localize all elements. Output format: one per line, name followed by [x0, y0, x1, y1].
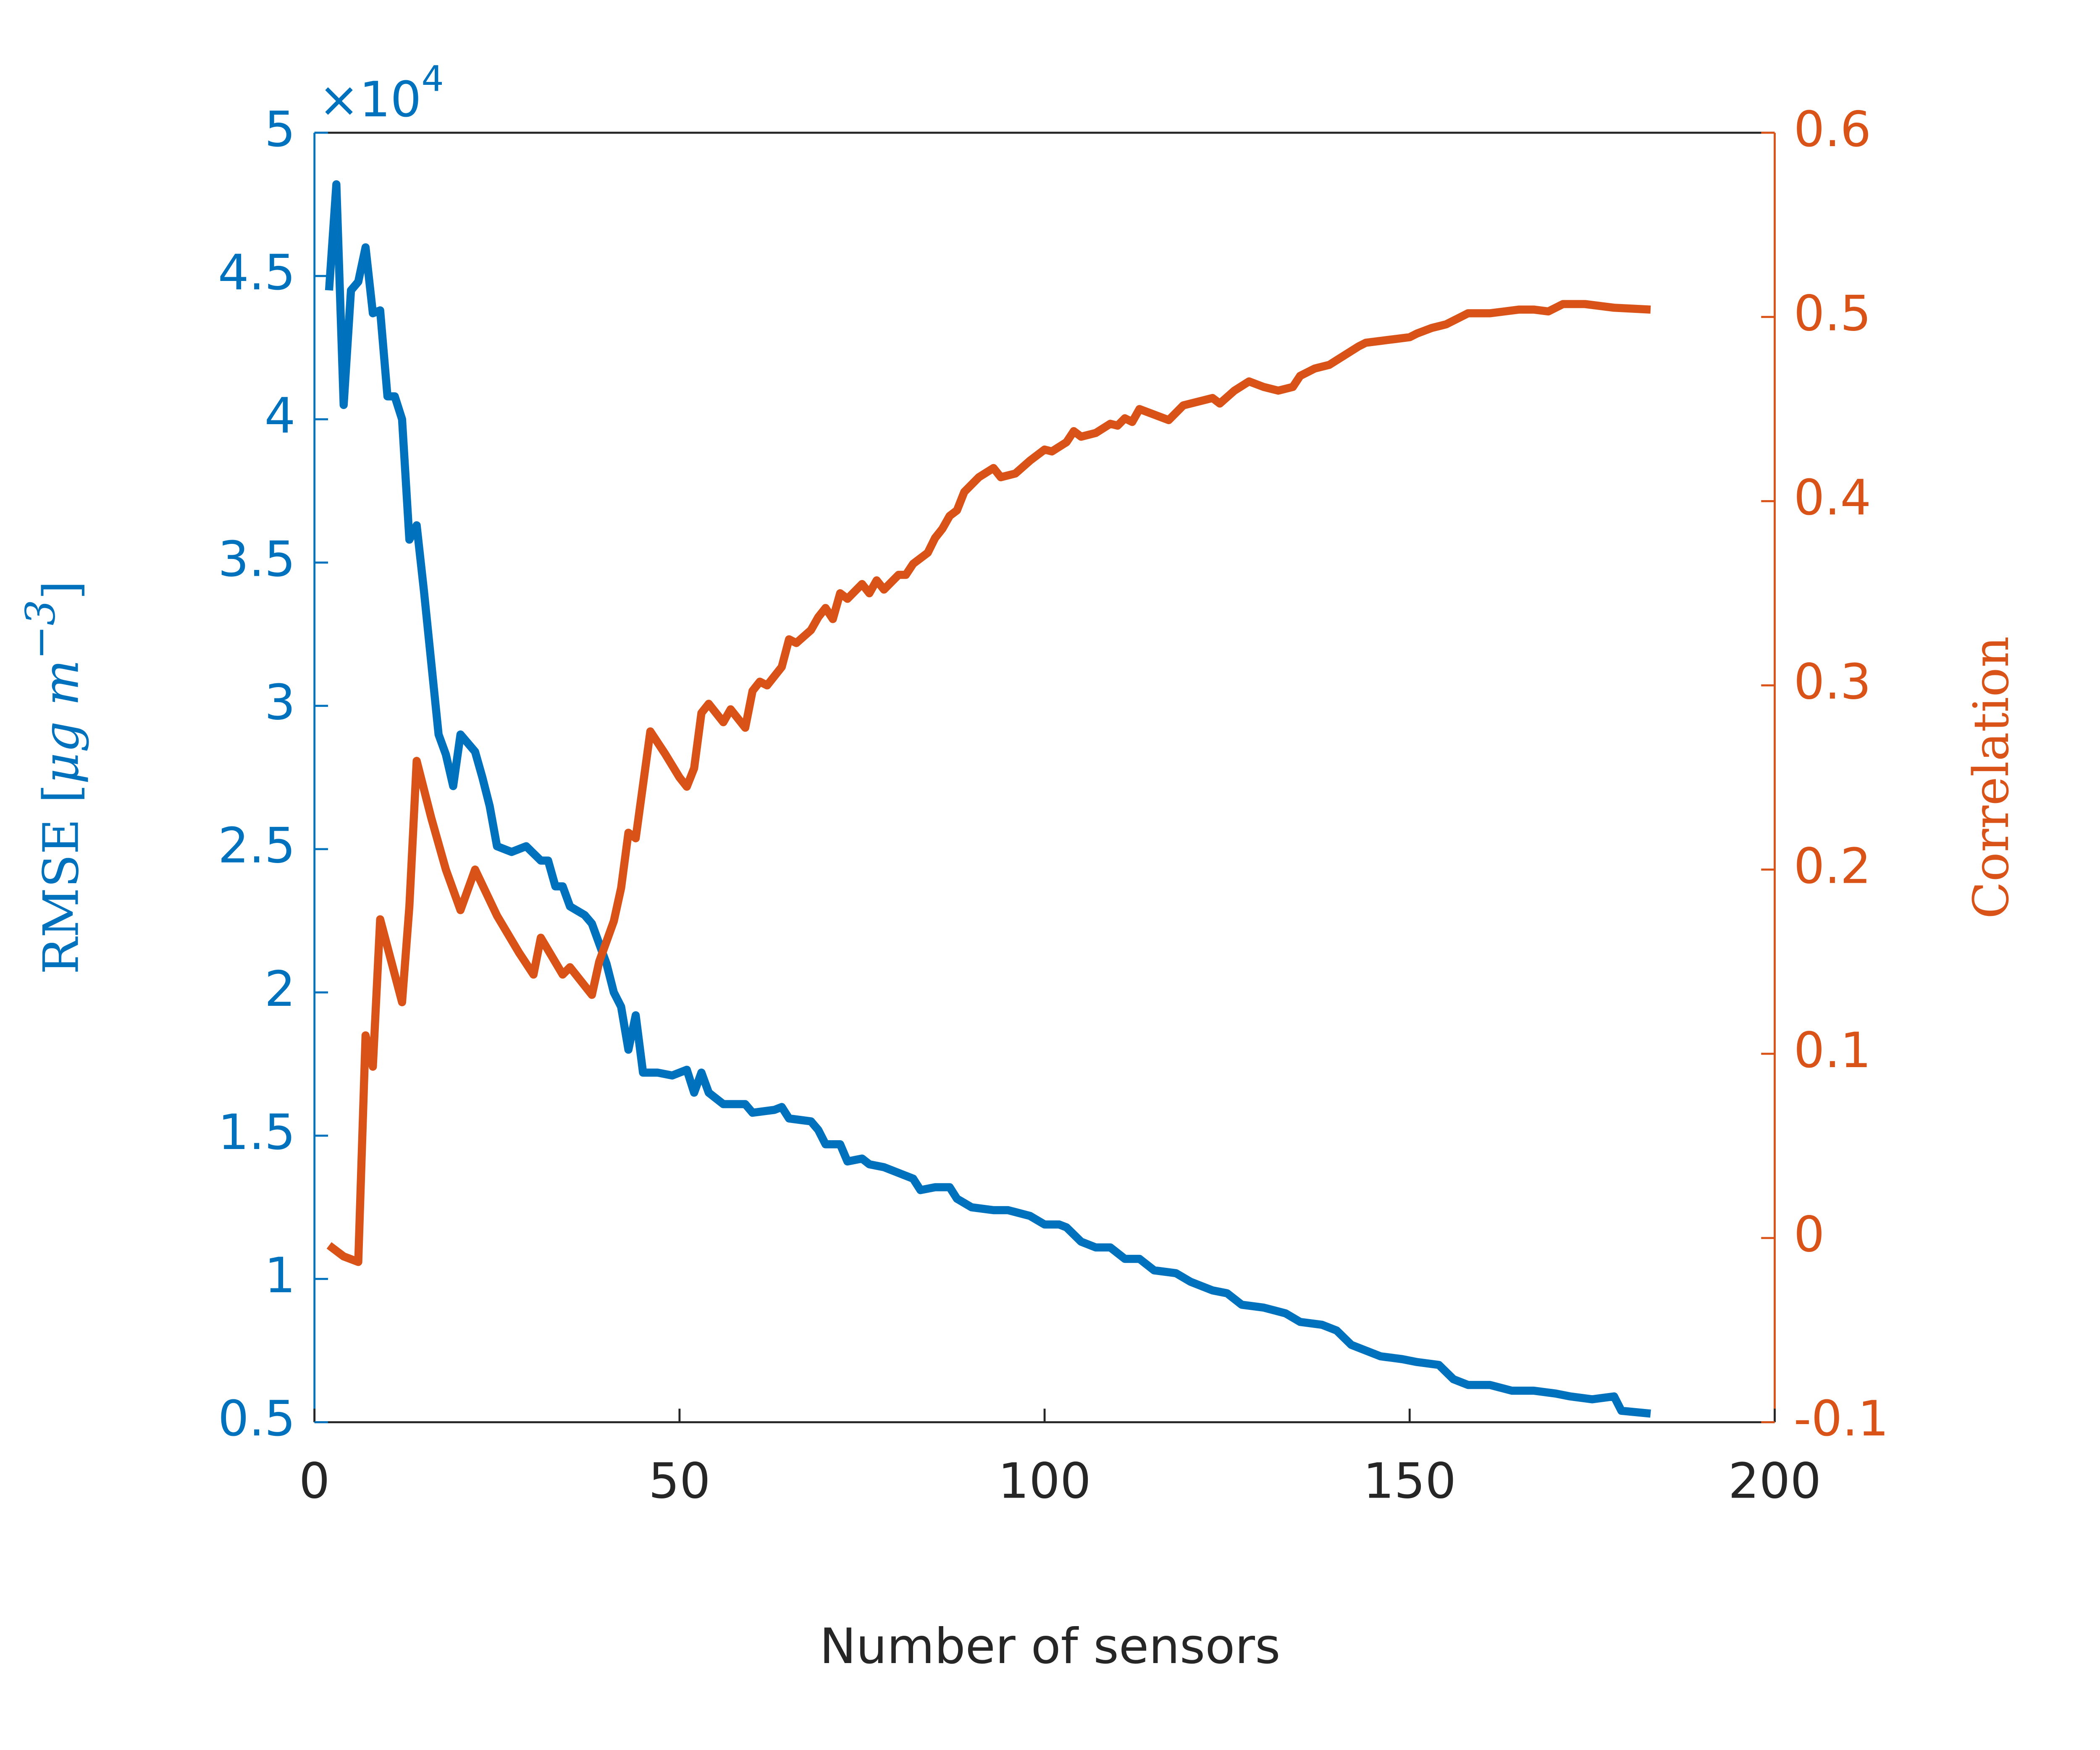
y-tick-label: 3.5 — [218, 531, 296, 588]
y-tick-label: 5 — [265, 101, 296, 158]
y-label-unit: μg m — [33, 659, 89, 784]
x-axis-label: Number of sensors — [819, 1618, 1280, 1675]
y2-axis-label: Correlation — [1963, 636, 2020, 919]
y2-tick-label: 0.6 — [1794, 101, 1872, 158]
y-label-end: ] — [33, 581, 89, 600]
y-label-exponent: −3 — [16, 600, 64, 660]
y-axis-label: RMSE [μg m−3] — [16, 581, 89, 974]
y2-tick-label: 0.3 — [1794, 654, 1872, 711]
x-tick-label: 100 — [998, 1453, 1091, 1510]
y-tick-label: 2.5 — [218, 818, 296, 874]
y-tick-label: 0.5 — [218, 1391, 296, 1447]
y-label-text: RMSE [ — [33, 784, 89, 974]
data-line — [326, 300, 1651, 1266]
y-tick-label: 3 — [265, 674, 296, 731]
y-multiplier-exponent: 4 — [421, 58, 444, 99]
data-line — [325, 180, 1651, 1418]
x-tick-label: 0 — [299, 1453, 330, 1510]
y-tick-label: 4 — [265, 388, 296, 444]
x-tick-label: 150 — [1363, 1453, 1457, 1510]
y2-tick-label: 0.4 — [1794, 470, 1872, 526]
y-tick-label: 2 — [265, 961, 296, 1018]
y2-tick-label: -0.1 — [1794, 1391, 1889, 1447]
y-tick-label: 1.5 — [218, 1104, 296, 1161]
y-multiplier-base: ×10 — [318, 71, 421, 128]
x-tick-label: 50 — [648, 1453, 711, 1510]
y2-tick-label: 0.2 — [1794, 838, 1872, 895]
x-tick-label: 200 — [1728, 1453, 1822, 1510]
y-multiplier: ×104 — [318, 58, 444, 128]
y-tick-label: 4.5 — [218, 244, 296, 301]
y-tick-label: 1 — [265, 1247, 296, 1304]
y2-tick-label: 0.5 — [1794, 285, 1872, 342]
y2-tick-label: 0 — [1794, 1207, 1825, 1263]
y2-tick-label: 0.1 — [1794, 1022, 1872, 1079]
